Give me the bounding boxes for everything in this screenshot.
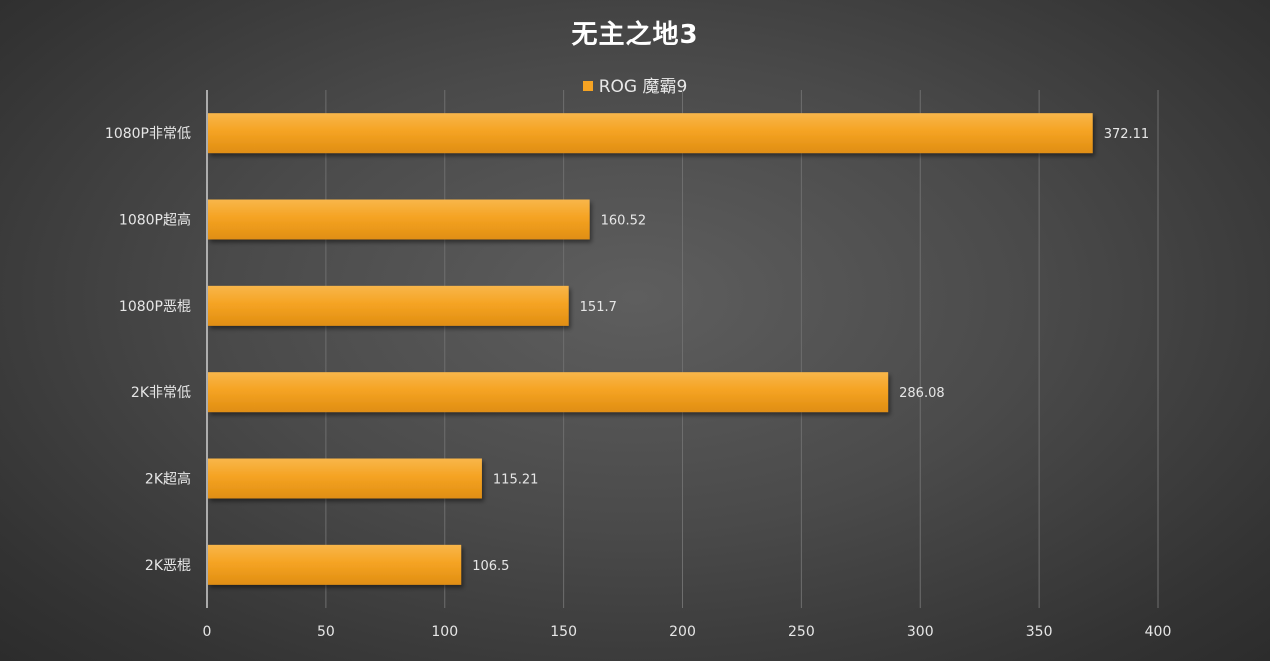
bar xyxy=(208,372,889,413)
data-label: 151.7 xyxy=(580,300,617,315)
bar xyxy=(208,458,482,499)
category-label: 1080P非常低 xyxy=(105,126,191,142)
x-tick-label: 400 xyxy=(1145,624,1172,640)
data-label: 115.21 xyxy=(493,473,538,488)
chart-title: 无主之地3 xyxy=(571,20,699,50)
data-label: 372.11 xyxy=(1104,127,1150,142)
bar xyxy=(208,113,1093,154)
category-label: 1080P恶棍 xyxy=(119,299,191,315)
category-label: 2K非常低 xyxy=(131,385,191,401)
x-tick-label: 100 xyxy=(431,624,458,640)
x-tick-label: 250 xyxy=(788,624,815,640)
bar xyxy=(208,285,569,326)
bar xyxy=(208,199,590,240)
x-tick-label: 200 xyxy=(669,624,696,640)
legend-label: ROG 魔霸9 xyxy=(598,77,688,97)
data-label: 160.52 xyxy=(601,214,647,229)
legend-swatch xyxy=(582,81,593,91)
bar xyxy=(208,544,462,585)
category-label: 1080P超高 xyxy=(119,212,191,229)
bars xyxy=(208,113,1093,585)
data-label: 106.5 xyxy=(472,559,509,574)
x-tick-label: 150 xyxy=(550,624,577,640)
x-tick-label: 50 xyxy=(317,624,335,640)
x-tick-label: 300 xyxy=(907,624,934,640)
data-label: 286.08 xyxy=(899,386,945,401)
grid-lines xyxy=(325,90,1159,608)
category-label: 2K恶棍 xyxy=(145,558,191,574)
legend: ROG 魔霸9 xyxy=(0,72,1270,97)
x-tick-label: 350 xyxy=(1026,624,1053,640)
x-tick-label: 0 xyxy=(203,624,212,640)
labels: 0 50 100 150 200 250 300 350 400 1080P非常低 372.11 10… xyxy=(105,126,1171,640)
category-label: 2K超高 xyxy=(145,471,191,488)
